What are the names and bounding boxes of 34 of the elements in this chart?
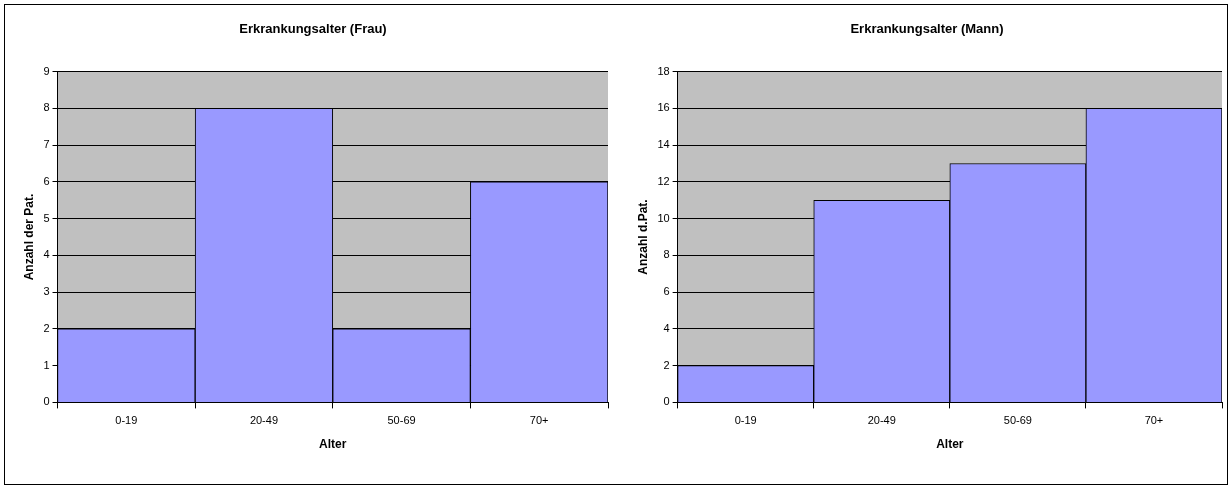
y-tick-label: 8 [663, 248, 670, 261]
y-tick-label: 4 [43, 248, 50, 261]
chart-title: Erkrankungsalter (Mann) [850, 21, 1004, 37]
y-tick-label: 8 [43, 101, 50, 114]
y-tick-label: 1 [43, 358, 50, 371]
y-tick-label: 6 [43, 174, 50, 187]
x-tick-label: 0-19 [115, 414, 138, 427]
y-tick-label: 12 [657, 174, 670, 187]
x-tick-label: 70+ [1144, 414, 1164, 427]
x-tick-label: 50-69 [1003, 414, 1032, 427]
y-tick-label: 16 [657, 101, 670, 114]
y-tick-label: 3 [43, 285, 50, 298]
y-tick-label: 0 [663, 395, 670, 408]
y-tick-label: 18 [657, 64, 670, 77]
y-tick-label: 2 [663, 358, 670, 371]
y-tick-label: 9 [43, 64, 50, 77]
x-tick-label: 20-49 [867, 414, 896, 427]
y-tick-label: 4 [663, 321, 670, 334]
y-tick-label: 5 [43, 211, 50, 224]
x-tick-label: 50-69 [387, 414, 416, 427]
y-tick-label: 0 [43, 395, 50, 408]
y-tick-label: 10 [657, 211, 670, 224]
y-tick-label: 14 [657, 138, 670, 151]
chart-title: Erkrankungsalter (Frau) [239, 21, 387, 37]
y-axis-title: Anzahl d.Pat. [635, 199, 650, 275]
x-tick-label: 20-49 [249, 414, 279, 427]
y-tick-label: 7 [43, 138, 50, 151]
y-tick-label: 2 [43, 321, 50, 334]
x-tick-label: 70+ [529, 414, 549, 427]
x-tick-label: 0-19 [734, 414, 757, 427]
y-tick-label: 6 [663, 285, 670, 298]
y-axis-title: Anzahl der Pat. [21, 193, 36, 281]
x-axis-title: Alter [319, 437, 347, 452]
x-axis-title: Alter [936, 437, 964, 452]
